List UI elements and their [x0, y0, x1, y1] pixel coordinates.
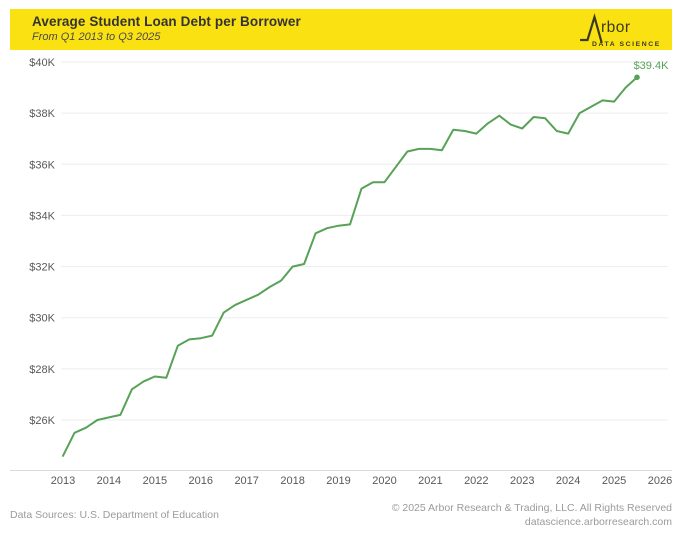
- x-tick-label: 2021: [418, 475, 442, 487]
- x-tick-label: 2013: [51, 475, 75, 487]
- y-tick-label: $26K: [29, 415, 55, 427]
- chart-subtitle: From Q1 2013 to Q3 2025: [32, 31, 161, 43]
- x-tick-label: 2015: [143, 475, 167, 487]
- y-tick-label: $28K: [29, 364, 55, 376]
- y-tick-label: $30K: [29, 313, 55, 325]
- x-tick-label: 2019: [326, 475, 350, 487]
- debt-line-series: [62, 76, 638, 457]
- copyright-text: © 2025 Arbor Research & Trading, LLC. Al…: [391, 502, 672, 514]
- y-tick-label: $38K: [29, 108, 55, 120]
- x-tick-label: 2020: [372, 475, 396, 487]
- copyright-block: © 2025 Arbor Research & Trading, LLC. Al…: [392, 501, 672, 529]
- data-sources-note: Data Sources: U.S. Department of Educati…: [10, 509, 219, 521]
- logo-wordmark: rbor: [601, 19, 631, 36]
- x-tick-label: 2025: [602, 475, 626, 487]
- x-tick-label: 2026: [648, 475, 672, 487]
- end-point-marker: [634, 74, 640, 81]
- logo-tagline: DATA SCIENCE: [592, 41, 661, 48]
- y-tick-label: $40K: [29, 57, 55, 69]
- end-value-label: $39.4K: [634, 60, 670, 72]
- x-tick-label: 2022: [464, 475, 488, 487]
- logo-mark-icon: [580, 13, 603, 44]
- title-banner: Average Student Loan Debt per Borrower F…: [10, 9, 672, 50]
- y-tick-label: $32K: [29, 262, 55, 274]
- x-tick-label: 2014: [97, 475, 121, 487]
- y-tick-label: $36K: [29, 159, 55, 171]
- x-tick-label: 2023: [510, 475, 534, 487]
- arbor-logo: rbor DATA SCIENCE: [580, 12, 664, 49]
- website-text: datascience.arborresearch.com: [524, 516, 672, 528]
- x-tick-label: 2017: [234, 475, 258, 487]
- x-tick-label: 2024: [556, 475, 580, 487]
- x-tick-label: 2016: [189, 475, 213, 487]
- chart-title: Average Student Loan Debt per Borrower: [32, 14, 301, 29]
- x-tick-label: 2018: [280, 475, 304, 487]
- y-tick-label: $34K: [29, 210, 55, 222]
